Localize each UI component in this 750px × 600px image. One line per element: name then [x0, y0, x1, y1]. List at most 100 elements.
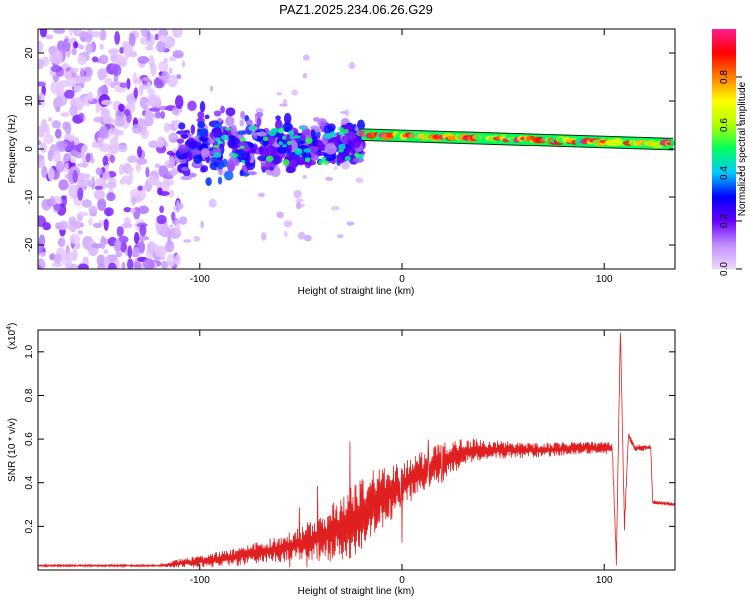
- spectrogram-peak-blob: [337, 148, 344, 153]
- spectrogram-faint-blob: [179, 216, 188, 225]
- spectrogram-signal-blob: [236, 130, 246, 135]
- spectrogram-noise-blob: [174, 95, 184, 109]
- spectrogram-noise-blob: [109, 48, 117, 57]
- spectrogram-noise-blob: [79, 67, 85, 78]
- spectrogram-noise-blob: [106, 192, 116, 202]
- spectrogram-noise-blob: [168, 189, 175, 198]
- spectrogram-signal-blob: [309, 153, 320, 161]
- colorbar: 0.0 0.2 0.4 0.6 0.8 Normalized spectral ampl…: [712, 29, 748, 276]
- spectrogram-noise-blob: [102, 155, 109, 166]
- spectrogram-noise-blob: [119, 82, 129, 88]
- spectrogram-noise-blob: [77, 187, 84, 201]
- spectrogram-signal-blob: [354, 126, 359, 131]
- spectrogram-faint-blob: [346, 221, 355, 226]
- x-tick-label: -100: [190, 575, 210, 586]
- spectrogram-noise-blob: [117, 56, 129, 61]
- spectrogram-noise-blob: [47, 167, 55, 181]
- spectrogram-noise-blob: [88, 218, 93, 226]
- spectrogram-peak-blob: [305, 137, 313, 144]
- spectrogram-faint-blob: [283, 220, 293, 228]
- spectrogram-faint-blob: [284, 230, 288, 238]
- spectrogram-noise-blob: [98, 139, 104, 147]
- spectrogram-noise-blob: [51, 50, 63, 65]
- spectrogram-noise-blob: [85, 152, 91, 163]
- spectrogram-noise-blob: [64, 251, 76, 262]
- spectrogram-noise-blob: [128, 32, 136, 47]
- spectrogram-noise-blob: [137, 185, 143, 191]
- spectrogram-noise-blob: [103, 116, 115, 125]
- spectrogram-signal-blob: [178, 144, 190, 154]
- spectrogram-noise-blob: [121, 222, 133, 229]
- spectrogram-noise-blob: [50, 195, 55, 206]
- spectrogram-noise-blob: [137, 235, 150, 241]
- spectrogram-noise-blob: [131, 196, 136, 206]
- spectrogram-signal-blob: [256, 117, 262, 128]
- spectrogram-signal-blob: [256, 111, 264, 118]
- spectrogram-peak-blob: [288, 130, 295, 137]
- spectrogram-faint-blob: [261, 232, 267, 241]
- spectrogram-noise-blob: [144, 110, 154, 119]
- spectrogram-noise-blob: [38, 140, 42, 146]
- spectrogram-faint-blob: [302, 175, 307, 179]
- spectrogram-noise-blob: [57, 237, 66, 247]
- spectrogram-noise-blob: [138, 240, 146, 254]
- spectrogram-signal-blob: [210, 156, 218, 163]
- x-tick-label: 0: [399, 274, 405, 285]
- spectrogram-noise-blob: [40, 118, 48, 133]
- spectrogram-faint-blob: [291, 89, 298, 96]
- spectrogram-peak-blob: [231, 152, 236, 157]
- spectrogram-noise-blob: [150, 62, 157, 77]
- spectrogram-noise-blob: [64, 89, 75, 99]
- spectrogram-faint-blob: [255, 108, 264, 114]
- spectrogram-noise-blob: [115, 251, 123, 258]
- spectrogram-noise-blob: [68, 184, 79, 199]
- spectrogram-noise-blob: [144, 115, 154, 127]
- spectrogram-peak-blob: [341, 128, 349, 134]
- spectrogram-signal-blob: [267, 134, 276, 145]
- spectrogram-marks: [38, 29, 675, 269]
- spectrogram-noise-blob: [77, 55, 87, 65]
- y-tick-label: 0.6: [24, 432, 35, 446]
- spectrogram-noise-blob: [142, 258, 155, 269]
- spectrogram-noise-blob: [171, 211, 176, 221]
- spectrogram-noise-blob: [41, 198, 52, 211]
- spectrogram-faint-blob: [210, 85, 214, 92]
- spectrogram-peak-blob: [213, 152, 222, 158]
- snr-plot: -100 0 100 0.2 0.4 0.6 0.8 1.0 Height of strai…: [6, 323, 676, 597]
- spectrogram-noise-blob: [81, 199, 92, 208]
- spectrogram-peak-blob: [282, 144, 287, 148]
- colorbar-tick-label: 0.4: [719, 166, 730, 180]
- spectrogram-noise-blob: [53, 253, 62, 264]
- snr-ylabel: SNR (10 * v/v): [7, 418, 18, 482]
- spectrogram-noise-blob: [56, 40, 65, 52]
- spectrogram-signal-blob: [345, 131, 357, 141]
- spectrogram-peak-blob: [344, 155, 351, 162]
- spectrogram-signal-blob: [230, 124, 238, 136]
- spectrogram-noise-blob: [58, 179, 69, 191]
- spectrogram-ylabel: Frequency (Hz): [7, 115, 18, 184]
- spectrogram-noise-blob: [159, 222, 168, 234]
- spectrogram-noise-blob: [160, 260, 169, 269]
- spectrogram-noise-blob: [116, 129, 125, 136]
- spectrogram-signal-blob: [225, 107, 236, 117]
- spectrogram-noise-blob: [150, 244, 160, 252]
- spectrogram-noise-blob: [158, 165, 169, 178]
- spectrogram-noise-blob: [89, 157, 95, 164]
- spectrogram-noise-blob: [101, 99, 113, 106]
- spectrogram-faint-blob: [293, 189, 302, 199]
- spectrogram-noise-blob: [97, 263, 107, 269]
- spectrogram-noise-blob: [134, 78, 143, 85]
- spectrogram-signal-blob: [204, 114, 210, 120]
- spectrogram-signal-blob: [310, 125, 320, 130]
- snr-scale-end: ): [7, 323, 18, 326]
- snr-xticks: -100 0 100: [190, 330, 613, 586]
- colorbar-tick-label: 0.8: [719, 70, 730, 84]
- spectrogram-noise-blob: [102, 171, 111, 181]
- spectrogram-peak-blob: [303, 148, 311, 153]
- spectrogram-peak-blob: [338, 126, 344, 131]
- spectrogram-noise-blob: [68, 29, 74, 37]
- spectrogram-signal-blob: [227, 157, 240, 166]
- spectrogram-noise-blob: [102, 108, 108, 115]
- spectrogram-signal-blob: [224, 170, 234, 181]
- spectrogram-noise-blob: [103, 218, 109, 231]
